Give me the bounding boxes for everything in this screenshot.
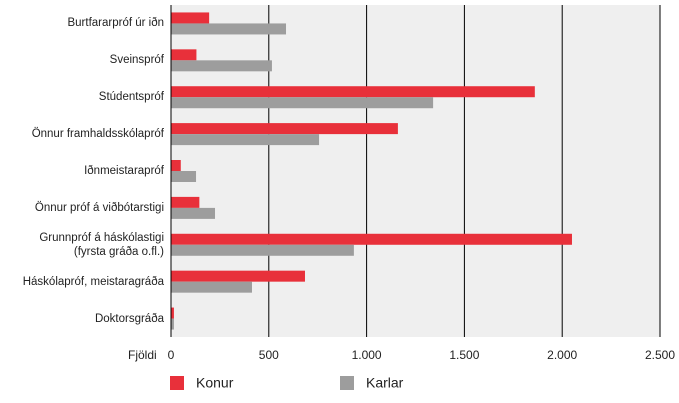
bar (171, 281, 252, 293)
bar (171, 196, 200, 208)
bar (171, 49, 197, 61)
legend-label: Konur (196, 375, 234, 391)
bar (171, 23, 287, 35)
category-label: Grunnpróf á háskólastigi (fyrsta gráða o… (39, 231, 164, 258)
bar (171, 270, 305, 282)
x-tick-label: 500 (259, 348, 279, 362)
x-axis-label: Fjöldi (128, 348, 157, 362)
bar (171, 97, 434, 109)
bar (171, 307, 174, 319)
bar (171, 233, 572, 245)
bar (171, 60, 272, 72)
category-label: Önnur próf á viðbótarstigi (34, 201, 164, 214)
bar (171, 86, 535, 98)
category-label: Burtfararpróf úr iðn (67, 17, 164, 30)
legend-swatch (170, 376, 184, 390)
bar (171, 160, 181, 171)
x-tick-label: 0 (168, 348, 175, 362)
x-tick-label: 2.500 (645, 348, 675, 362)
bar (171, 207, 216, 219)
category-label: Iðnmeistarapróf (84, 165, 164, 177)
bar (171, 171, 197, 182)
x-tick-label: 1.500 (449, 348, 479, 362)
bar (171, 244, 354, 256)
category-label: Stúdentspróf (98, 91, 164, 104)
bar (171, 134, 320, 146)
bar (171, 12, 210, 24)
bar (171, 123, 398, 135)
category-label: Doktorsgráða (94, 312, 164, 325)
category-label: Önnur framhaldsskólapróf (31, 128, 164, 141)
x-tick-label: 1.000 (352, 348, 382, 362)
legend-swatch (340, 376, 354, 390)
x-tick-label: 2.000 (547, 348, 577, 362)
legend-label: Karlar (366, 375, 404, 391)
category-label: Sveinspróf (109, 54, 164, 67)
bar (171, 318, 174, 330)
category-label: Háskólapróf, meistaragráða (22, 275, 164, 288)
